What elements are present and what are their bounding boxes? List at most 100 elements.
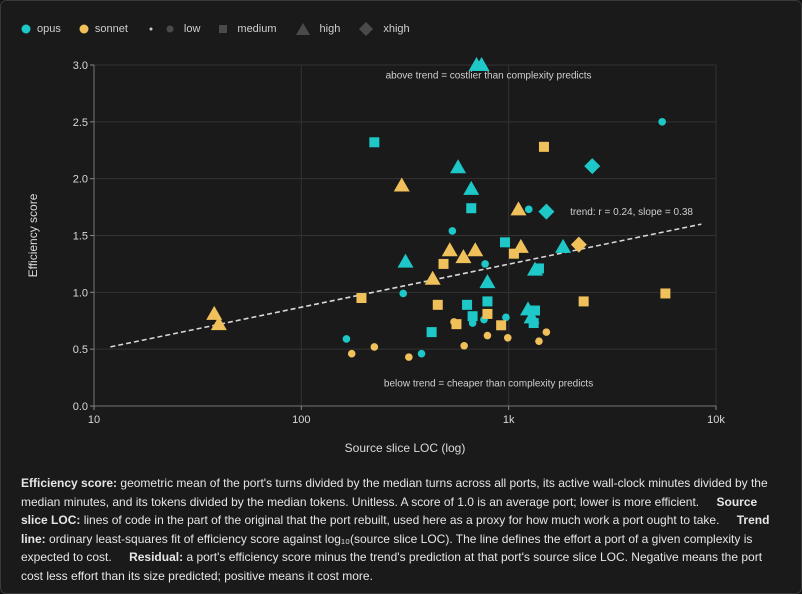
x-tick-label: 10k: [707, 414, 725, 426]
x-tick-label: 1k: [503, 414, 515, 426]
y-tick-label: 0.5: [73, 344, 88, 356]
point-sonnet-medium: [508, 248, 519, 259]
trend-line-group: [110, 223, 702, 348]
point-sonnet-high: [210, 316, 227, 331]
legend-swatch-opus: [21, 24, 31, 34]
legend-item-low[interactable]: low: [146, 23, 201, 35]
caption-residual-term: Residual:: [129, 550, 184, 564]
point-opus-low: [481, 260, 489, 268]
point-opus-high: [397, 253, 414, 268]
trend-label: trend: r = 0.24, slope = 0.38: [570, 207, 693, 218]
point-opus-high: [473, 57, 490, 71]
point-opus-high: [463, 180, 480, 195]
caption-trend-def: ordinary least-squares fit of efficiency…: [21, 531, 753, 565]
legend-item-high[interactable]: high: [295, 22, 341, 36]
x-axis-title: Source slice LOC (log): [345, 441, 466, 455]
point-opus-low: [417, 349, 426, 358]
data-points: [206, 57, 671, 361]
legend-item-sonnet[interactable]: sonnet: [79, 23, 128, 35]
legend-swatch-sonnet: [79, 24, 89, 34]
legend-square-icon: [219, 25, 228, 33]
point-opus-medium: [482, 296, 493, 307]
point-sonnet-low: [370, 343, 379, 351]
point-opus-high: [479, 274, 496, 289]
point-opus-low: [502, 313, 510, 322]
legend-label-high: high: [319, 23, 341, 35]
x-tick-label: 100: [292, 414, 310, 426]
legend-item-opus[interactable]: opus: [21, 23, 61, 35]
legend-item-medium[interactable]: medium: [218, 23, 277, 35]
point-opus-xhigh: [584, 158, 601, 175]
caption-efficiency-def: geometric mean of the port's turns divid…: [21, 476, 768, 509]
point-opus-medium: [466, 203, 477, 214]
legend-label-low: low: [183, 23, 201, 35]
point-opus-high: [450, 159, 467, 174]
point-opus-medium: [533, 263, 544, 274]
annotation: below trend = cheaper than complexity pr…: [384, 379, 593, 390]
caption-residual-def: a port's efficiency score minus the tren…: [21, 550, 763, 583]
point-sonnet-medium: [578, 296, 589, 307]
point-sonnet-high: [393, 177, 410, 192]
point-sonnet-low: [503, 334, 512, 342]
point-sonnet-high: [512, 238, 529, 253]
scatter-chart: 0.0 0.5 1.0 1.5 2.0 2.5 3.0 10 100 1k 10k Source sl…: [26, 57, 725, 455]
point-sonnet-low: [535, 337, 543, 346]
point-opus-low: [342, 335, 351, 343]
point-opus-medium: [369, 137, 380, 148]
caption-loc-def: lines of code in the part of the origina…: [83, 513, 720, 527]
point-opus-medium: [499, 237, 510, 248]
legend-diamond-icon: [359, 22, 374, 36]
point-sonnet-medium: [356, 293, 367, 304]
legend-low-marker: [166, 25, 174, 33]
point-opus-medium: [467, 311, 478, 322]
y-tick-label: 1.0: [73, 287, 88, 299]
point-sonnet-high: [455, 249, 472, 264]
legend-label-sonnet: sonnet: [94, 23, 128, 35]
point-sonnet-low: [347, 349, 356, 358]
legend-item-xhigh[interactable]: xhigh: [358, 21, 410, 37]
point-sonnet-low: [460, 341, 468, 350]
grid-lines: [93, 64, 717, 407]
point-opus-low: [448, 227, 457, 235]
point-sonnet-medium: [660, 288, 671, 299]
point-sonnet-high: [206, 305, 223, 320]
point-opus-high: [527, 261, 544, 276]
point-sonnet-high: [510, 201, 527, 216]
y-tick-label: 3.0: [73, 60, 88, 72]
legend-triangle-icon: [295, 23, 310, 35]
y-tick-label: 2.0: [73, 174, 88, 186]
annotation: above trend = costlier than complexity p…: [386, 71, 592, 82]
y-tick-label: 1.5: [73, 231, 88, 243]
point-opus-xhigh: [538, 203, 555, 220]
caption: Efficiency score: geometric mean of the …: [21, 474, 781, 585]
point-sonnet-medium: [451, 319, 462, 330]
point-opus-high: [555, 238, 572, 253]
point-opus-high: [523, 309, 540, 324]
point-opus-medium: [426, 327, 437, 338]
legend-label-opus: opus: [37, 23, 61, 35]
trend-line: [110, 223, 702, 348]
caption-trend-term: Trend line:: [21, 513, 770, 546]
legend-label-xhigh: xhigh: [383, 23, 410, 35]
point-sonnet-medium: [538, 141, 549, 152]
legend: opus sonnet low medium high xhigh: [21, 19, 428, 39]
x-tick-label: 10: [88, 414, 100, 426]
point-sonnet-low: [483, 331, 492, 340]
y-axis-title: Efficiency score: [26, 193, 40, 277]
point-sonnet-medium: [482, 308, 493, 319]
point-opus-medium: [530, 305, 541, 316]
point-sonnet-medium: [432, 299, 443, 310]
point-sonnet-xhigh: [570, 236, 587, 253]
point-opus-low: [658, 118, 666, 126]
point-sonnet-high: [424, 270, 441, 285]
caption-loc-term: Source slice LOC:: [21, 494, 758, 528]
point-opus-low: [524, 205, 533, 214]
legend-label-medium: medium: [237, 23, 277, 35]
y-tick-label: 2.5: [73, 117, 88, 129]
point-sonnet-high: [467, 242, 484, 257]
point-sonnet-low: [405, 353, 413, 361]
point-sonnet-medium: [438, 258, 449, 269]
point-opus-low: [399, 289, 408, 298]
point-sonnet-medium: [496, 320, 507, 331]
legend-dot-icon: [149, 27, 153, 31]
